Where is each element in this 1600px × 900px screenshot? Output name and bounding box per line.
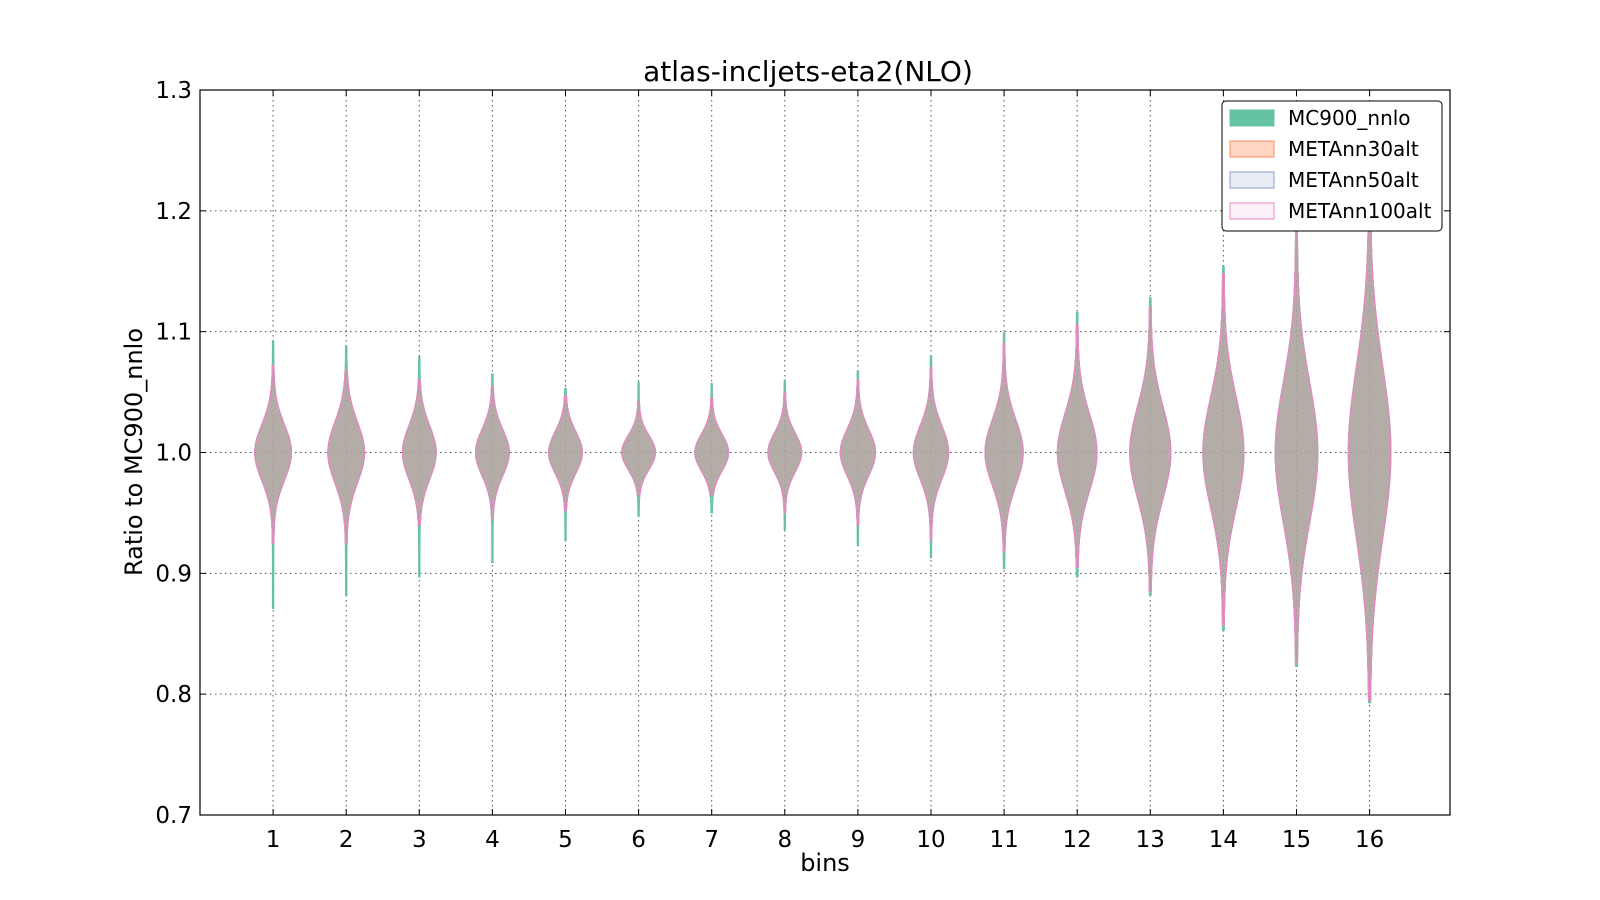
x-tick-label: 15 — [1282, 827, 1311, 853]
legend: MC900_nnlo METAnn30alt METAnn50alt METAnn10… — [1221, 100, 1443, 232]
y-tick-label: 1.1 — [155, 320, 192, 346]
x-tick-label: 12 — [1063, 827, 1092, 853]
violin-shape — [621, 401, 657, 496]
legend-label: MC900_nnlo — [1288, 106, 1411, 130]
legend-label: METAnn30alt — [1288, 137, 1419, 161]
ticks: 0.70.80.91.01.11.21.31 2 3 4 5 6 7 8 9 10 11 12 13 14… — [155, 78, 1450, 853]
x-tick-label: 11 — [989, 827, 1018, 853]
y-tick-label: 1.0 — [155, 441, 192, 467]
violin-shape — [1129, 306, 1172, 593]
violins — [254, 186, 1392, 704]
x-tick-label: 1 — [266, 827, 281, 853]
y-tick-label: 1.3 — [155, 78, 192, 104]
legend-label: METAnn50alt — [1288, 168, 1419, 192]
legend-box — [1221, 100, 1443, 232]
x-tick-label: 5 — [558, 827, 573, 853]
violin-shape — [694, 397, 730, 496]
violin-shape — [912, 367, 950, 541]
violin-shape — [548, 395, 583, 512]
x-tick-label: 2 — [339, 827, 354, 853]
violin-shape — [401, 379, 437, 526]
legend-swatch — [1229, 202, 1275, 220]
y-axis-label: Ratio to MC900_nnlo — [120, 328, 148, 576]
x-tick-label: 9 — [851, 827, 866, 853]
violin-shape — [767, 391, 803, 514]
violin-shape — [984, 343, 1024, 553]
x-tick-label: 3 — [412, 827, 427, 853]
violin-series — [254, 195, 1392, 701]
violin-shape — [1056, 323, 1098, 568]
x-tick-label: 16 — [1355, 827, 1384, 853]
legend-swatch — [1229, 109, 1275, 127]
y-tick-label: 0.8 — [155, 682, 192, 708]
violin-shape — [474, 385, 510, 520]
x-tick-label: 8 — [777, 827, 792, 853]
x-tick-label: 4 — [485, 827, 500, 853]
legend-swatch — [1229, 171, 1275, 189]
y-tick-label: 0.7 — [155, 803, 192, 829]
violin-shape — [327, 369, 366, 544]
x-tick-label: 14 — [1209, 827, 1238, 853]
legend-label: METAnn100alt — [1288, 199, 1432, 223]
x-tick-label: 7 — [704, 827, 719, 853]
x-tick-label: 10 — [916, 827, 945, 853]
x-tick-label: 6 — [631, 827, 646, 853]
x-axis-label: bins — [800, 849, 850, 877]
violin-shape — [1202, 273, 1245, 626]
legend-swatch — [1229, 140, 1275, 158]
y-tick-label: 1.2 — [155, 199, 192, 225]
chart-title: atlas-incljets-eta2(NLO) — [643, 55, 973, 88]
y-tick-label: 0.9 — [155, 561, 192, 587]
violin-shape — [839, 379, 877, 526]
violin-shape — [254, 364, 292, 544]
x-tick-label: 13 — [1136, 827, 1165, 853]
